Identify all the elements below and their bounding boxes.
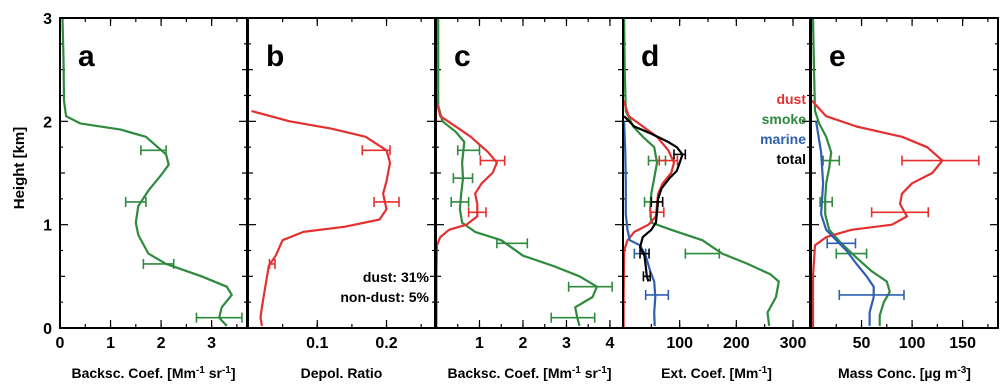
x-axis-label-superscript: -1 — [598, 365, 607, 376]
legend-entry-smoke: smoke — [762, 111, 807, 127]
x-axis-label-superscript: -1 — [758, 365, 767, 376]
y-tick-label: 0 — [43, 321, 52, 338]
x-tick-label: 0.2 — [375, 335, 397, 352]
x-axis-label-part: ] — [231, 365, 236, 381]
x-tick-label: 0.1 — [306, 335, 328, 352]
y-tick-label: 1 — [43, 218, 52, 235]
series-group — [251, 109, 400, 327]
x-axis-label: Ext. Coef. [Mm-1] — [661, 365, 772, 382]
x-tick-label: 100 — [899, 335, 926, 352]
x-tick-label: 200 — [723, 335, 750, 352]
panel-letter: a — [78, 40, 95, 73]
x-axis-label: Backsc. Coef. [Mm-1 sr-1] — [71, 365, 235, 382]
panel-b: 0.1 0.2 Depol. Ratio b dust: 31% non-dust: 5% — [247, 17, 436, 381]
y-axis-label: Height [km] — [11, 127, 28, 210]
annotation: dust: 31% — [363, 269, 430, 285]
x-tick-label: 3 — [562, 335, 571, 352]
x-axis-label-part: Backsc. Coef. [Mm — [447, 365, 571, 381]
x-axis-label-part: sr — [581, 365, 599, 381]
y-tick-label: 3 — [43, 11, 52, 28]
x-axis-label-part: ] — [966, 365, 971, 381]
series-line-profile — [61, 18, 233, 327]
series-group — [811, 18, 980, 328]
x-tick-label: 1 — [106, 335, 115, 352]
panel-d: 100 200 300 Ext. Coef. [Mm-1] d dust smoke mari… — [622, 17, 811, 382]
x-tick-label: 2 — [157, 335, 166, 352]
x-tick-label: 1 — [475, 335, 484, 352]
x-axis-label: Depol. Ratio — [301, 365, 383, 381]
panel-letter: c — [454, 40, 471, 73]
panel-letter: b — [266, 40, 284, 73]
series-line-total — [623, 115, 684, 282]
x-axis-label-part: Depol. Ratio — [301, 365, 383, 381]
panel-e: 50 100 150 Mass Conc. [µg m-3] e — [810, 17, 999, 382]
x-axis-label: Mass Conc. [µg m-3] — [838, 365, 971, 382]
y-tick-label: 2 — [43, 114, 52, 131]
x-tick-label: 4 — [606, 335, 615, 352]
annotation: non-dust: 5% — [340, 289, 429, 305]
x-tick-label: 0 — [56, 335, 65, 352]
series-group — [61, 18, 243, 327]
x-axis-label-superscript: -1 — [196, 365, 205, 376]
series-group — [436, 18, 613, 328]
series-line-smoke — [811, 18, 891, 326]
x-axis-label-superscript: -1 — [572, 365, 581, 376]
panel-letter: d — [641, 40, 659, 73]
x-axis-label-part: sr — [205, 365, 223, 381]
legend-entry-marine: marine — [760, 131, 806, 147]
x-tick-label: 3 — [207, 335, 216, 352]
x-axis-label-part: ] — [767, 365, 772, 381]
x-tick-label: 150 — [949, 335, 976, 352]
x-axis-label-superscript: -3 — [957, 365, 966, 376]
x-axis-label: Backsc. Coef. [Mm-1 sr-1] — [447, 365, 611, 382]
series-group — [623, 18, 780, 328]
panel-letter: e — [829, 40, 846, 73]
series-line-profile — [437, 18, 598, 327]
x-axis-label-part: Backsc. Coef. [Mm — [71, 365, 195, 381]
panel-frame — [810, 17, 999, 329]
x-tick-label: 50 — [853, 335, 871, 352]
x-tick-label: 2 — [519, 335, 528, 352]
legend-entry-dust: dust — [776, 91, 806, 107]
x-axis-label-part: Ext. Coef. [Mm — [661, 365, 758, 381]
x-tick-label: 300 — [780, 335, 807, 352]
legend-entry-total: total — [776, 151, 806, 167]
series-line-dust — [623, 100, 676, 328]
series-line-marine — [815, 121, 875, 326]
x-axis-label-part: ] — [607, 365, 612, 381]
series-line-dust — [811, 99, 944, 328]
x-tick-label: 100 — [666, 335, 693, 352]
y-axis-label-group: Height [km] — [11, 127, 28, 210]
x-axis-label-part: Mass Conc. [µg m — [838, 365, 957, 381]
x-axis-label-superscript: -1 — [222, 365, 231, 376]
series-line-profile — [436, 100, 498, 328]
series-line-profile — [251, 109, 392, 327]
